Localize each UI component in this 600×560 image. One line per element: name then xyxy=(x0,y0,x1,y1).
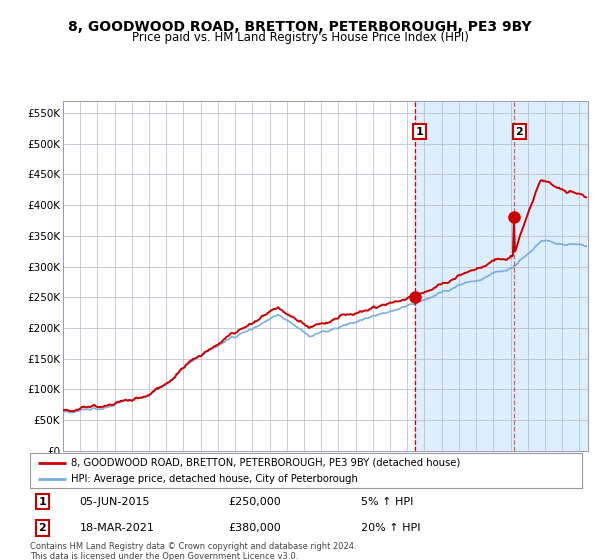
Bar xyxy=(415,101,588,451)
Text: 8, GOODWOOD ROAD, BRETTON, PETERBOROUGH, PE3 9BY (detached house): 8, GOODWOOD ROAD, BRETTON, PETERBOROUGH,… xyxy=(71,458,461,468)
Text: £250,000: £250,000 xyxy=(229,497,281,507)
Text: HPI: Average price, detached house, City of Peterborough: HPI: Average price, detached house, City… xyxy=(71,474,358,484)
Text: 2: 2 xyxy=(38,523,46,533)
Text: 05-JUN-2015: 05-JUN-2015 xyxy=(80,497,150,507)
Text: Price paid vs. HM Land Registry's House Price Index (HPI): Price paid vs. HM Land Registry's House … xyxy=(131,31,469,44)
Text: 8, GOODWOOD ROAD, BRETTON, PETERBOROUGH, PE3 9BY: 8, GOODWOOD ROAD, BRETTON, PETERBOROUGH,… xyxy=(68,20,532,34)
Text: 20% ↑ HPI: 20% ↑ HPI xyxy=(361,523,421,533)
Text: £380,000: £380,000 xyxy=(229,523,281,533)
Text: 1: 1 xyxy=(416,127,424,137)
Text: 1: 1 xyxy=(38,497,46,507)
Text: 18-MAR-2021: 18-MAR-2021 xyxy=(80,523,155,533)
Text: 2: 2 xyxy=(515,127,523,137)
Text: Contains HM Land Registry data © Crown copyright and database right 2024.
This d: Contains HM Land Registry data © Crown c… xyxy=(30,542,356,560)
Text: 5% ↑ HPI: 5% ↑ HPI xyxy=(361,497,413,507)
FancyBboxPatch shape xyxy=(30,453,582,488)
